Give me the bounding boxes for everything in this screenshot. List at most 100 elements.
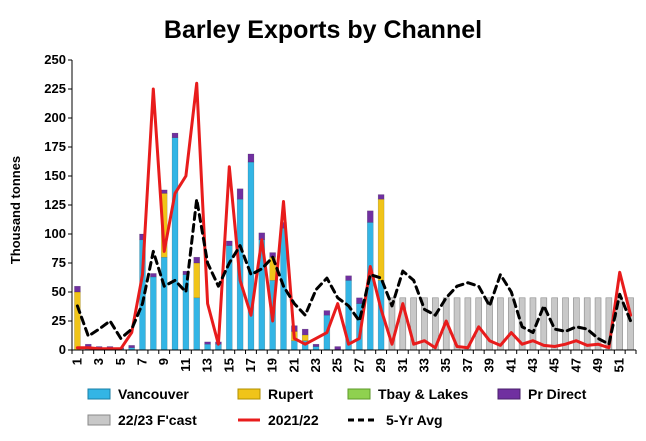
y-tick-label: 25: [52, 313, 66, 328]
legend-item-vancouver: Vancouver: [87, 386, 189, 402]
bar-pr-direct: [150, 273, 157, 278]
x-axis-ticks: 1 3 5 7 9 11 13 15 17 19 21 23 25 27 29 31 33 35 37 39 41 43 4…: [69, 350, 637, 372]
y-tick-label: 100: [44, 226, 66, 241]
bar-pr-direct: [128, 345, 135, 348]
y-tick-label: 150: [44, 168, 66, 183]
legend-swatch-tbay-lakes: [347, 388, 371, 400]
y-tick-label: 200: [44, 110, 66, 125]
x-tick-label: 29: [373, 358, 388, 372]
legend-label-forecast: 22/23 F'cast: [118, 412, 197, 428]
chart-title: Barley Exports by Channel: [164, 16, 482, 44]
x-tick-label: 1: [69, 358, 84, 365]
bar-pr-direct: [312, 343, 320, 347]
legend-item-pr-direct: Pr Direct: [497, 386, 587, 402]
bar-pr-direct: [226, 240, 233, 246]
bar-vancouver: [204, 343, 211, 351]
x-tick-label: 23: [308, 358, 323, 372]
y-tick-label: 0: [59, 342, 66, 357]
forecast-bar: [594, 297, 602, 351]
forecast-bar: [475, 297, 483, 351]
legend-label-tbay-lakes: Tbay & Lakes: [378, 386, 468, 402]
x-tick-label: 31: [395, 358, 410, 372]
legend: Vancouver Rupert Tbay & Lakes Pr Direct …: [87, 386, 587, 428]
bar-pr-direct: [171, 132, 179, 138]
bar-pr-direct: [247, 153, 255, 163]
x-tick-label: 7: [135, 358, 150, 365]
x-tick-label: 33: [417, 358, 432, 372]
y-tick-label: 225: [44, 81, 66, 96]
legend-item-rupert: Rupert: [237, 386, 313, 402]
x-tick-label: 17: [243, 358, 258, 372]
forecast-bar: [507, 297, 515, 351]
x-tick-label: 21: [286, 358, 301, 372]
x-tick-label: 3: [91, 358, 106, 365]
bar-rupert: [74, 291, 81, 351]
legend-item-5yr-avg: 5-Yr Avg: [348, 412, 443, 428]
legend-swatch-pr-direct: [497, 388, 521, 400]
y-tick-label: 75: [52, 255, 66, 270]
bar-vancouver: [291, 340, 298, 351]
bar-pr-direct: [236, 188, 244, 200]
bar-vancouver: [171, 137, 179, 351]
legend-swatch-vancouver: [87, 388, 111, 400]
legend-label-vancouver: Vancouver: [118, 386, 189, 402]
forecast-bar: [540, 297, 548, 351]
bar-vancouver: [312, 346, 320, 351]
bar-pr-direct: [377, 194, 385, 200]
legend-item-2021-22: 2021/22: [238, 412, 319, 428]
legend-label-pr-direct: Pr Direct: [528, 386, 587, 402]
x-tick-label: 47: [568, 358, 583, 372]
x-tick-label: 37: [460, 358, 475, 372]
bar-pr-direct: [334, 346, 341, 351]
x-tick-label: 15: [221, 358, 236, 372]
line-2021-22: [75, 81, 633, 351]
bar-rupert: [377, 198, 385, 281]
forecast-bar: [583, 297, 591, 351]
bar-rupert: [301, 334, 309, 341]
legend-swatch-rupert: [237, 388, 261, 400]
bar-pr-direct: [301, 328, 309, 336]
x-tick-label: 13: [200, 358, 215, 372]
bar-pr-direct: [193, 256, 200, 264]
bar-rupert: [193, 262, 200, 299]
line-5-yr-avg: [75, 197, 633, 346]
x-tick-label: 41: [503, 358, 518, 372]
x-tick-label: 35: [438, 358, 453, 372]
x-tick-label: 5: [113, 358, 128, 365]
line-series: [75, 81, 633, 351]
x-tick-label: 11: [178, 358, 193, 372]
x-tick-label: 51: [612, 358, 627, 372]
bar-pr-direct: [356, 297, 363, 304]
bar-vancouver: [150, 276, 157, 351]
y-tick-label: 250: [44, 52, 66, 67]
bar-pr-direct: [74, 285, 81, 293]
bar-pr-direct: [160, 189, 168, 194]
bar-vancouver: [193, 297, 200, 351]
legend-item-tbay-lakes: Tbay & Lakes: [347, 386, 468, 402]
legend-item-forecast: 22/23 F'cast: [87, 412, 197, 428]
bar-vancouver: [160, 256, 168, 351]
y-axis-ticks: 0 25 50 75 100 125 150 175 200 225 250: [44, 52, 72, 357]
x-tick-label: 27: [351, 358, 366, 372]
legend-label-2021-22: 2021/22: [268, 412, 319, 428]
bar-pr-direct: [204, 341, 211, 345]
x-tick-label: 39: [482, 358, 497, 372]
x-tick-label: 45: [547, 358, 562, 372]
bar-pr-direct: [323, 310, 331, 316]
x-tick-label: 9: [156, 358, 171, 365]
legend-swatch-forecast: [87, 414, 111, 426]
legend-label-rupert: Rupert: [268, 386, 313, 402]
x-tick-label: 25: [330, 358, 345, 372]
y-tick-label: 50: [52, 284, 66, 299]
legend-label-5yr-avg: 5-Yr Avg: [386, 412, 443, 428]
y-tick-label: 175: [44, 139, 66, 154]
x-tick-label: 49: [590, 358, 605, 372]
bar-pr-direct: [367, 210, 374, 223]
y-axis-label: Thousand tonnes: [8, 156, 23, 264]
y-tick-label: 125: [44, 197, 66, 212]
bar-pr-direct: [345, 275, 352, 281]
bar-vancouver: [247, 161, 255, 351]
x-tick-label: 19: [265, 358, 280, 372]
